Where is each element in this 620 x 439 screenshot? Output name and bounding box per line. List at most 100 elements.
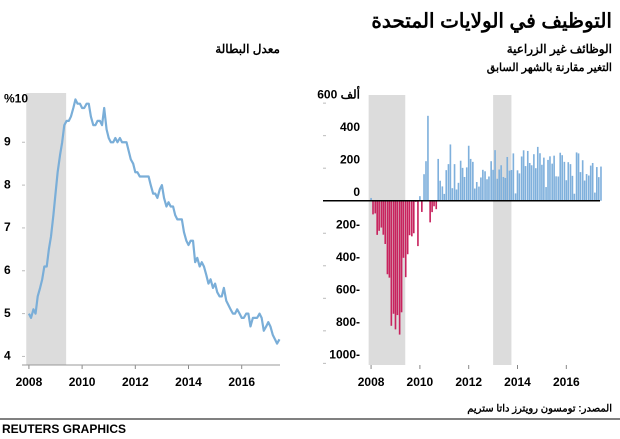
- bar: [514, 193, 517, 201]
- bar: [561, 155, 563, 201]
- bar: [374, 200, 377, 214]
- bar: [533, 154, 535, 201]
- bar: [557, 176, 560, 201]
- bar: [581, 160, 584, 201]
- bar: [536, 146, 539, 201]
- y-tick-label: 400: [340, 120, 360, 134]
- bar: [459, 160, 462, 201]
- bar: [435, 200, 438, 210]
- bar: [398, 200, 401, 335]
- bar: [571, 175, 574, 201]
- bar: [565, 180, 568, 201]
- bar: [567, 162, 570, 201]
- bar: [490, 161, 492, 201]
- bar: [500, 165, 502, 201]
- y-tick-label: 1000-: [329, 348, 360, 362]
- bar: [433, 200, 435, 207]
- bar: [469, 158, 472, 201]
- x-tick-label: 2008: [358, 375, 385, 389]
- line: [27, 98, 281, 345]
- bar: [526, 150, 529, 201]
- bar: [547, 159, 549, 201]
- bar: [396, 200, 399, 316]
- bar: [502, 176, 505, 201]
- bar: [455, 189, 458, 201]
- bar: [427, 115, 429, 201]
- y-tick-label: 6: [4, 263, 11, 277]
- bar: [482, 169, 484, 201]
- bar: [585, 174, 588, 201]
- bar: [600, 166, 602, 201]
- x-tick-label: 2016: [553, 375, 580, 389]
- bar: [518, 173, 521, 201]
- bar: [524, 166, 527, 201]
- bar: [457, 182, 460, 201]
- bar: [417, 200, 419, 247]
- bar: [411, 200, 413, 237]
- bar: [488, 176, 490, 201]
- y-tick-label: 600-: [336, 282, 360, 296]
- bar: [478, 186, 480, 201]
- y-tick-label: %10: [4, 92, 28, 106]
- bar: [510, 169, 513, 201]
- bar: [553, 155, 555, 201]
- y-tick-label: ألف 600: [317, 86, 360, 101]
- bar: [431, 200, 433, 213]
- footer: REUTERS GRAPHICS: [2, 422, 126, 436]
- y-tick-label: 0: [353, 185, 360, 199]
- x-tick-label: 2012: [455, 375, 482, 389]
- bar: [498, 169, 501, 201]
- bar: [520, 156, 523, 201]
- bar: [382, 200, 385, 235]
- bar: [370, 197, 372, 201]
- bar: [535, 168, 537, 201]
- y-tick-label: 9: [4, 134, 11, 148]
- x-tick-label: 2012: [122, 375, 149, 389]
- bar: [594, 192, 596, 201]
- y-tick-label: 5: [4, 306, 11, 320]
- bar: [475, 182, 478, 201]
- bar: [577, 153, 580, 201]
- x-tick-label: 2014: [504, 375, 531, 389]
- bar: [559, 152, 562, 201]
- bar: [386, 200, 389, 275]
- bar: [453, 164, 456, 201]
- x-tick-label: 2008: [16, 375, 43, 389]
- bar: [597, 177, 600, 201]
- bar: [429, 200, 431, 223]
- bar: [512, 153, 515, 201]
- bar: [530, 165, 533, 201]
- bar: [465, 167, 468, 201]
- bar: [388, 200, 391, 278]
- y-tick-label: 4: [4, 349, 11, 363]
- bar: [412, 200, 415, 234]
- bar: [596, 167, 598, 201]
- bar: [543, 157, 545, 201]
- y-tick-label: 200: [340, 152, 360, 166]
- bar: [569, 164, 572, 201]
- x-tick-label: 2010: [407, 375, 434, 389]
- y-tick-label: 200-: [336, 217, 360, 231]
- bar: [392, 200, 395, 314]
- bar: [575, 152, 578, 201]
- bar: [551, 163, 553, 201]
- bar: [404, 200, 407, 278]
- x-tick-label: 2016: [228, 375, 255, 389]
- bar: [408, 200, 411, 236]
- bar: [591, 162, 594, 201]
- bar: [539, 153, 541, 201]
- y-tick-label: 800-: [336, 315, 360, 329]
- source: المصدر: تومسون رويترز داتا ستريم: [467, 404, 612, 415]
- bar: [473, 188, 476, 201]
- bar: [380, 200, 383, 228]
- y-tick-label: 8: [4, 177, 11, 191]
- bar: [390, 200, 393, 326]
- bar: [541, 164, 543, 201]
- bar: [579, 172, 582, 201]
- bar: [376, 200, 378, 235]
- bar: [421, 200, 423, 212]
- bar: [516, 170, 519, 201]
- bar: [549, 156, 551, 201]
